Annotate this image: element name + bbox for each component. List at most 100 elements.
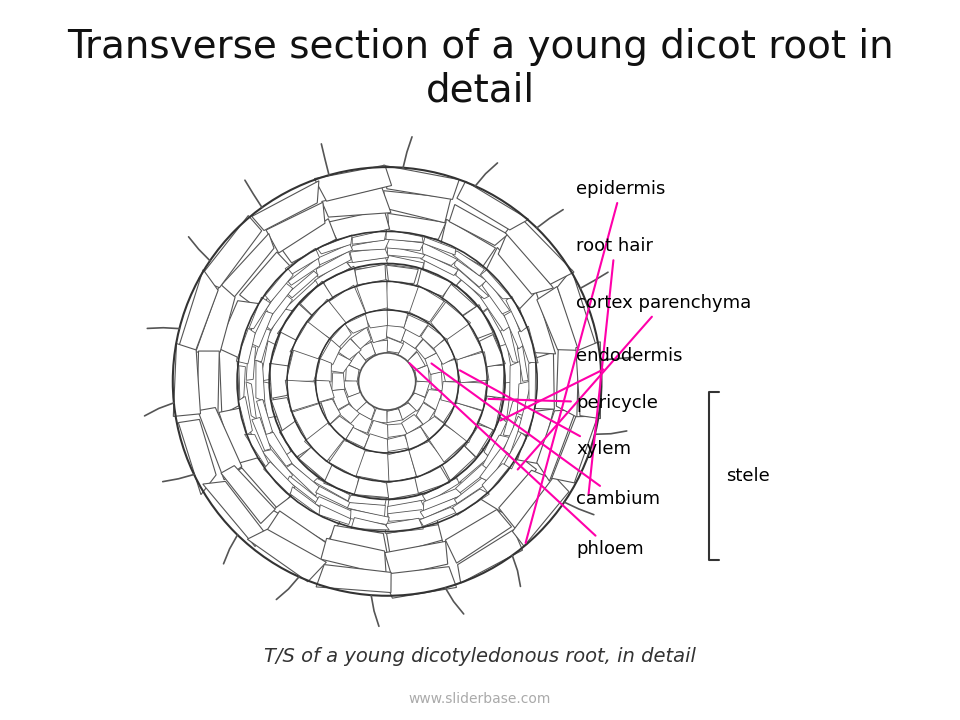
Polygon shape: [356, 451, 389, 482]
Polygon shape: [420, 254, 458, 276]
Polygon shape: [284, 451, 320, 484]
Polygon shape: [348, 258, 388, 269]
Polygon shape: [236, 328, 255, 364]
Polygon shape: [315, 497, 354, 520]
Text: www.sliderbase.com: www.sliderbase.com: [409, 693, 551, 706]
Polygon shape: [482, 464, 511, 493]
Polygon shape: [265, 511, 327, 562]
Polygon shape: [266, 282, 293, 317]
Polygon shape: [316, 251, 351, 277]
Text: Transverse section of a young dicot root in
detail: Transverse section of a young dicot root…: [66, 28, 894, 109]
Text: T/S of a young dicotyledonous root, in detail: T/S of a young dicotyledonous root, in d…: [264, 647, 696, 666]
Polygon shape: [321, 539, 386, 575]
Polygon shape: [455, 259, 487, 287]
Polygon shape: [250, 297, 271, 329]
Polygon shape: [429, 425, 468, 462]
Polygon shape: [387, 246, 425, 258]
Polygon shape: [388, 510, 426, 521]
Polygon shape: [196, 284, 235, 352]
Polygon shape: [485, 365, 504, 398]
Polygon shape: [356, 342, 375, 360]
Polygon shape: [425, 353, 445, 374]
Polygon shape: [401, 415, 423, 434]
Polygon shape: [219, 408, 261, 470]
Polygon shape: [517, 381, 531, 415]
Polygon shape: [455, 464, 492, 492]
Polygon shape: [480, 448, 508, 482]
Polygon shape: [423, 390, 442, 411]
Polygon shape: [260, 341, 276, 381]
Polygon shape: [498, 230, 553, 294]
Polygon shape: [288, 258, 320, 285]
Polygon shape: [500, 324, 517, 363]
Polygon shape: [456, 269, 489, 299]
Polygon shape: [371, 341, 388, 356]
Polygon shape: [382, 567, 457, 598]
Polygon shape: [387, 524, 449, 554]
Polygon shape: [277, 304, 312, 341]
Polygon shape: [316, 359, 331, 382]
Polygon shape: [401, 328, 424, 348]
Polygon shape: [478, 395, 501, 431]
Polygon shape: [318, 235, 352, 254]
Polygon shape: [557, 343, 579, 417]
Polygon shape: [178, 269, 218, 353]
Polygon shape: [203, 482, 264, 546]
Polygon shape: [261, 382, 276, 420]
Polygon shape: [315, 165, 392, 201]
Polygon shape: [408, 284, 444, 322]
Polygon shape: [423, 488, 462, 512]
Polygon shape: [518, 400, 537, 436]
Polygon shape: [265, 309, 293, 347]
Polygon shape: [442, 445, 475, 481]
Polygon shape: [504, 416, 522, 454]
Polygon shape: [286, 464, 319, 496]
Polygon shape: [348, 413, 372, 433]
Polygon shape: [266, 202, 324, 253]
Polygon shape: [456, 448, 489, 483]
Polygon shape: [252, 418, 271, 451]
Polygon shape: [285, 248, 320, 275]
Polygon shape: [322, 187, 391, 217]
Polygon shape: [386, 230, 423, 242]
Polygon shape: [486, 248, 536, 309]
Polygon shape: [484, 418, 507, 457]
Polygon shape: [503, 399, 520, 436]
Text: epidermis: epidermis: [526, 179, 666, 543]
Polygon shape: [500, 379, 512, 420]
Polygon shape: [356, 279, 388, 315]
Polygon shape: [215, 301, 260, 360]
Polygon shape: [386, 238, 423, 251]
Text: stele: stele: [727, 467, 770, 485]
Polygon shape: [386, 435, 410, 452]
Polygon shape: [513, 476, 569, 546]
Polygon shape: [537, 287, 581, 351]
Polygon shape: [315, 261, 350, 287]
Polygon shape: [271, 397, 296, 431]
Polygon shape: [324, 266, 358, 300]
Polygon shape: [506, 296, 527, 332]
Polygon shape: [343, 381, 360, 397]
Polygon shape: [385, 518, 423, 534]
Polygon shape: [552, 416, 598, 483]
Polygon shape: [386, 323, 406, 342]
Polygon shape: [505, 215, 574, 284]
Polygon shape: [406, 352, 425, 371]
Polygon shape: [463, 305, 493, 339]
Polygon shape: [383, 166, 459, 199]
Polygon shape: [441, 220, 495, 266]
Polygon shape: [328, 526, 387, 553]
Polygon shape: [174, 343, 201, 416]
Polygon shape: [364, 308, 388, 328]
Polygon shape: [558, 269, 595, 350]
Polygon shape: [350, 328, 372, 349]
Polygon shape: [350, 509, 389, 525]
Polygon shape: [252, 181, 319, 230]
Polygon shape: [431, 302, 470, 341]
Polygon shape: [387, 337, 403, 353]
Polygon shape: [480, 270, 512, 299]
Polygon shape: [221, 466, 276, 523]
Polygon shape: [388, 449, 417, 482]
Polygon shape: [354, 476, 389, 498]
Polygon shape: [442, 359, 459, 382]
